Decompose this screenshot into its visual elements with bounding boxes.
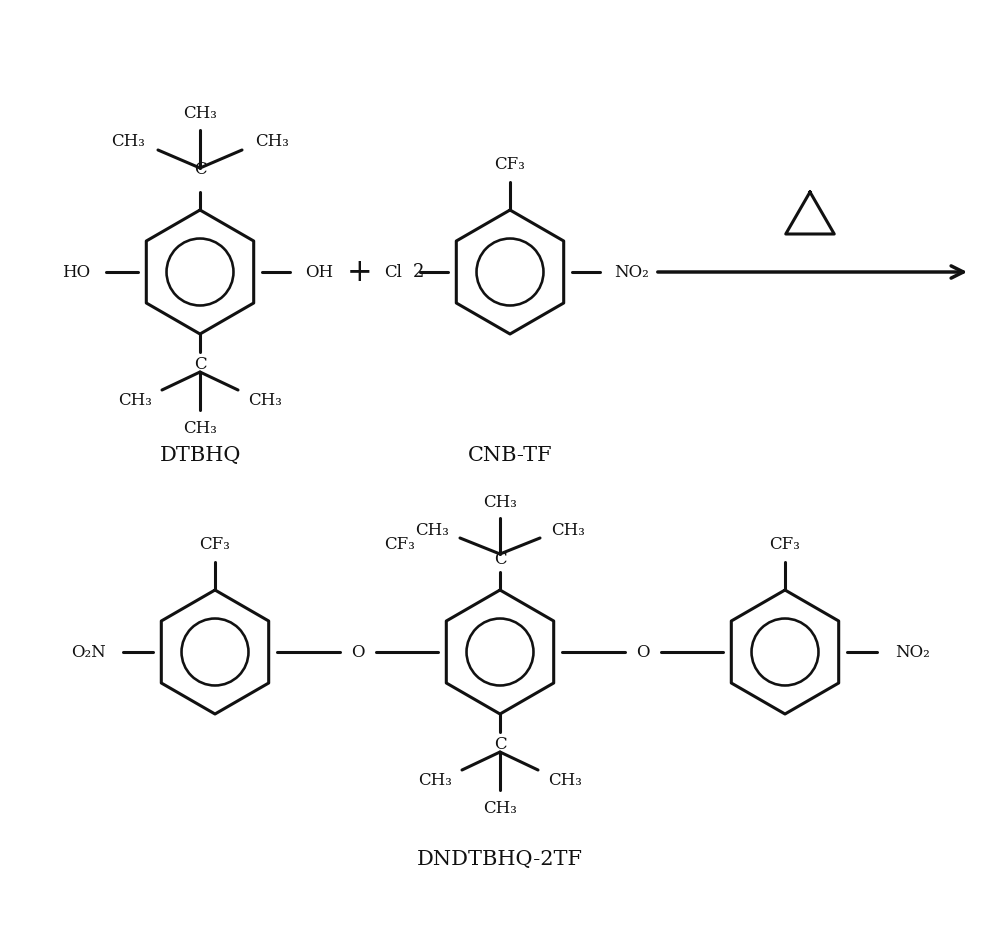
Text: CH₃: CH₃ [255,133,289,150]
Text: C: C [194,161,206,178]
Text: C: C [194,356,206,373]
Text: NO₂: NO₂ [615,263,649,280]
Text: CH₃: CH₃ [248,391,282,408]
Text: CH₃: CH₃ [551,522,585,539]
Text: O: O [351,644,364,660]
Text: C: C [494,736,506,753]
Text: OH: OH [305,263,333,280]
Text: 2: 2 [412,263,424,281]
Text: CF₃: CF₃ [200,535,230,552]
Text: DTBHQ: DTBHQ [159,445,241,464]
Text: CH₃: CH₃ [483,799,517,816]
Text: +: + [347,257,373,288]
Text: CH₃: CH₃ [183,420,217,437]
Text: CF₃: CF₃ [495,155,525,172]
Text: CNB-TF: CNB-TF [468,445,552,464]
Text: DNDTBHQ-2TF: DNDTBHQ-2TF [417,849,583,868]
Text: CF₃: CF₃ [770,535,800,552]
Text: CH₃: CH₃ [183,104,217,121]
Text: O₂N: O₂N [71,644,105,660]
Text: O: O [636,644,649,660]
Text: HO: HO [62,263,90,280]
Text: CF₃: CF₃ [385,535,415,552]
Text: NO₂: NO₂ [896,644,930,660]
Text: CH₃: CH₃ [548,772,582,789]
Text: CH₃: CH₃ [111,133,145,150]
Text: C: C [494,551,506,568]
Text: CH₃: CH₃ [415,522,449,539]
Text: CH₃: CH₃ [418,772,452,789]
Text: CH₃: CH₃ [118,391,152,408]
Text: CH₃: CH₃ [483,493,517,510]
Text: Cl: Cl [384,263,402,280]
